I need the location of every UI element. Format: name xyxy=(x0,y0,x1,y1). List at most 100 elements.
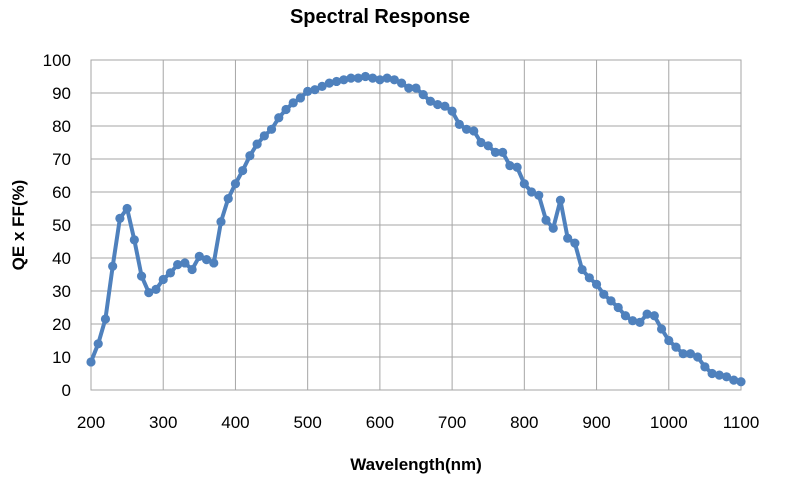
data-point xyxy=(389,75,399,85)
data-point xyxy=(396,78,407,88)
data-point xyxy=(599,289,609,299)
data-point xyxy=(375,75,385,85)
data-point xyxy=(656,324,667,334)
y-tick-label: 10 xyxy=(52,348,71,367)
chart-title: Spectral Response xyxy=(290,6,470,28)
data-point xyxy=(736,377,746,387)
data-point xyxy=(194,251,204,261)
data-point xyxy=(295,93,306,103)
data-point xyxy=(563,233,573,243)
data-point xyxy=(498,147,508,157)
data-point xyxy=(144,288,154,298)
data-point xyxy=(346,73,356,83)
y-tick-label: 0 xyxy=(62,381,71,400)
data-point xyxy=(649,311,659,321)
data-point xyxy=(360,71,371,82)
data-point xyxy=(440,101,450,111)
y-axis-title: QE x FF(%) xyxy=(9,180,28,271)
x-tick-label: 600 xyxy=(366,413,394,432)
data-point xyxy=(331,76,342,87)
y-tick-label: 20 xyxy=(52,315,71,334)
data-point xyxy=(252,139,262,149)
data-point xyxy=(526,187,537,197)
series-layer xyxy=(86,71,746,387)
data-point xyxy=(577,264,587,275)
plot-area xyxy=(90,59,742,391)
data-point xyxy=(642,309,652,319)
data-point xyxy=(512,162,522,172)
data-point xyxy=(216,217,226,227)
data-point xyxy=(404,83,414,93)
data-point xyxy=(173,260,183,270)
data-point xyxy=(382,73,392,83)
y-tick-label: 30 xyxy=(52,282,71,301)
data-point xyxy=(93,339,103,349)
data-point xyxy=(635,317,645,327)
data-point xyxy=(245,151,255,161)
data-point xyxy=(519,179,529,189)
x-axis-title: Wavelength(nm) xyxy=(350,455,482,474)
y-tick-label: 40 xyxy=(52,249,71,268)
data-point xyxy=(411,83,421,93)
data-point xyxy=(136,271,147,281)
data-point xyxy=(469,126,479,136)
data-point xyxy=(303,86,313,96)
data-point xyxy=(671,342,681,352)
data-point xyxy=(721,372,732,382)
data-point xyxy=(238,165,248,176)
data-point xyxy=(678,349,688,359)
data-point xyxy=(700,362,710,372)
x-tick-label: 1000 xyxy=(650,413,688,432)
data-point xyxy=(418,90,428,100)
data-point xyxy=(201,255,212,265)
data-point xyxy=(606,296,616,306)
x-tick-label: 200 xyxy=(77,413,105,432)
data-point xyxy=(165,268,176,278)
data-point xyxy=(483,141,493,151)
data-point xyxy=(288,98,298,108)
data-point xyxy=(115,213,125,223)
y-axis: 0 10 20 30 40 50 60 70 80 90 100 xyxy=(43,51,71,400)
data-point xyxy=(266,124,277,134)
grid-layer xyxy=(90,59,742,391)
data-point xyxy=(151,284,161,294)
data-point xyxy=(447,106,457,116)
data-point xyxy=(685,349,696,359)
data-point xyxy=(223,194,233,204)
data-point xyxy=(129,235,139,245)
x-tick-label: 900 xyxy=(582,413,610,432)
data-point xyxy=(729,375,739,385)
data-point xyxy=(628,316,638,326)
data-point xyxy=(281,104,291,115)
x-axis: 200 300 400 500 600 700 800 900 1000 1100 xyxy=(77,413,759,432)
data-point xyxy=(310,85,320,95)
data-point xyxy=(259,131,269,141)
data-point xyxy=(317,81,327,91)
data-point xyxy=(620,311,631,321)
data-point xyxy=(187,264,197,275)
data-point xyxy=(707,368,717,379)
data-point xyxy=(230,179,241,189)
data-point xyxy=(570,238,580,248)
data-point xyxy=(454,119,464,129)
data-point xyxy=(324,78,334,88)
x-tick-label: 300 xyxy=(149,413,177,432)
x-tick-label: 700 xyxy=(438,413,466,432)
x-tick-label: 1100 xyxy=(723,413,760,432)
data-point xyxy=(476,137,486,148)
data-point xyxy=(180,258,190,268)
data-point xyxy=(368,73,378,83)
y-tick-label: 80 xyxy=(52,117,71,136)
data-point xyxy=(714,370,724,380)
data-point xyxy=(425,96,436,106)
y-tick-label: 60 xyxy=(52,183,71,202)
data-point xyxy=(108,261,118,271)
data-point xyxy=(613,302,623,313)
data-point xyxy=(693,352,703,362)
data-point xyxy=(274,113,284,123)
data-point xyxy=(548,223,558,233)
data-point xyxy=(555,195,566,205)
data-point xyxy=(584,273,594,283)
data-point xyxy=(100,314,111,324)
